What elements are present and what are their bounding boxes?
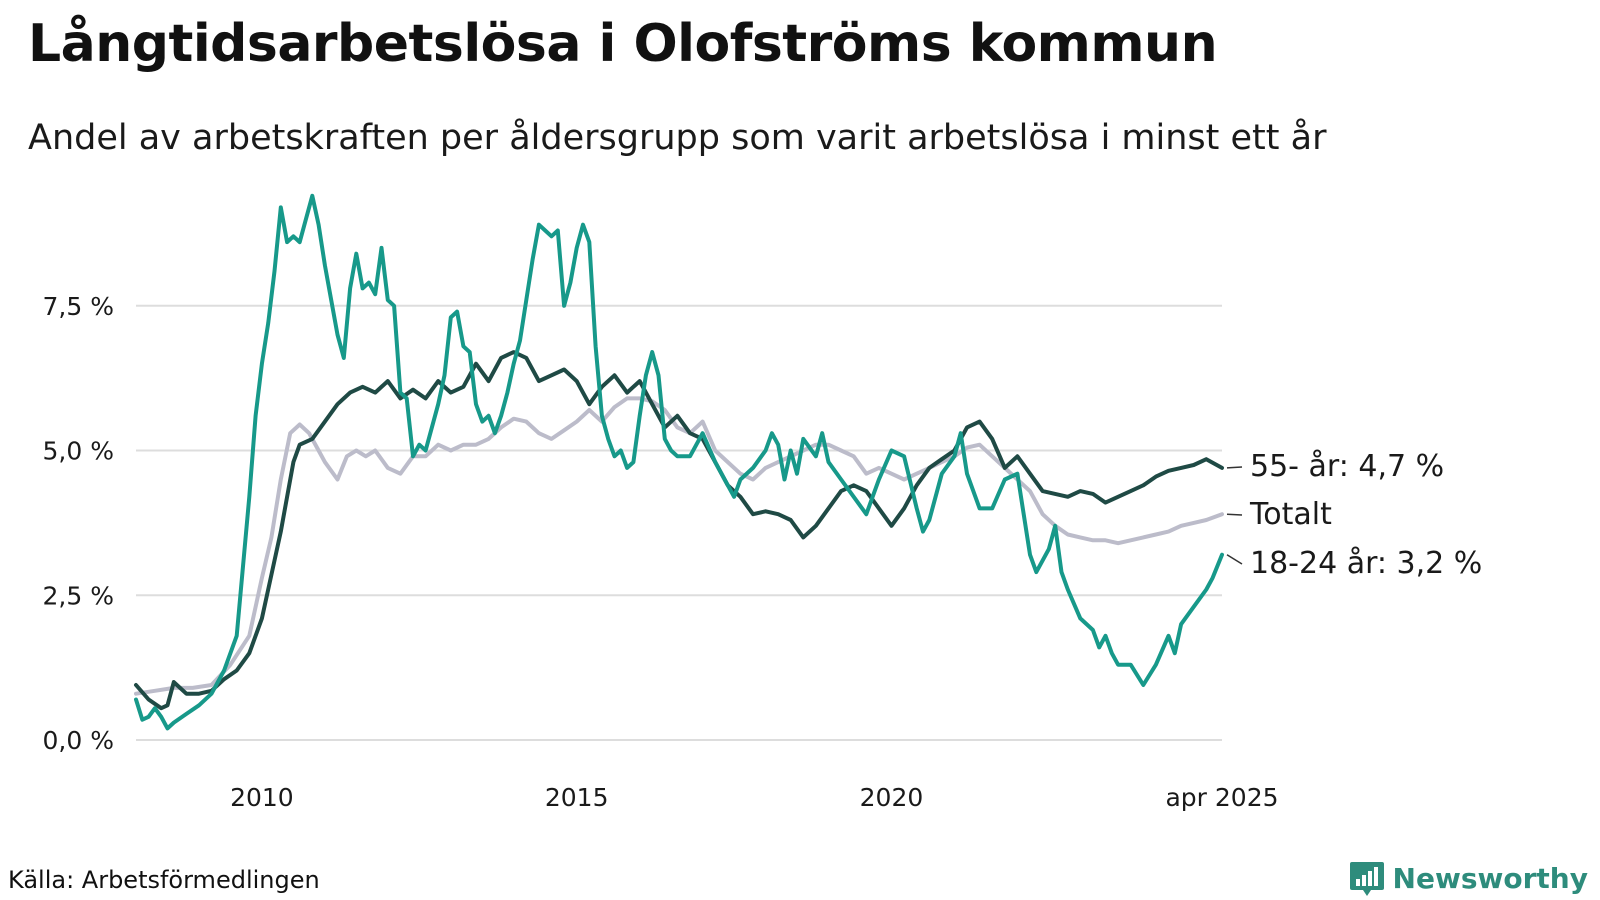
x-axis-ticks: 2010 2015 2020 apr 2025 xyxy=(230,783,1278,812)
x-tick-label: apr 2025 xyxy=(1165,783,1278,812)
y-tick-label: 0,0 % xyxy=(43,726,114,755)
series-label-total: Totalt xyxy=(1249,497,1332,532)
newsworthy-logo-icon xyxy=(1349,862,1384,896)
series-line-total xyxy=(134,396,1224,696)
label-leader-senior xyxy=(1226,466,1243,469)
x-tick-label: 2010 xyxy=(230,783,294,812)
y-tick-label: 2,5 % xyxy=(43,581,114,610)
y-axis-ticks: 0,0 % 2,5 % 5,0 % 7,5 % xyxy=(43,292,114,755)
label-leader-youth xyxy=(1226,554,1243,565)
brand-logo: Newsworthy xyxy=(1347,858,1588,898)
chart-subtitle: Andel av arbetskraften per åldersgrupp s… xyxy=(28,118,1327,158)
series-label-senior: 55- år: 4,7 % xyxy=(1250,449,1444,484)
series-line-senior xyxy=(134,350,1224,711)
x-tick-label: 2015 xyxy=(545,783,609,812)
y-tick-label: 5,0 % xyxy=(43,437,114,466)
series-label-youth: 18-24 år: 3,2 % xyxy=(1250,546,1482,581)
chart-title: Långtidsarbetslösa i Olofströms kommun xyxy=(28,14,1218,74)
source-note: Källa: Arbetsförmedlingen xyxy=(8,866,320,894)
y-tick-label: 7,5 % xyxy=(43,292,114,321)
gridlines xyxy=(136,304,1222,741)
brand-name: Newsworthy xyxy=(1392,861,1588,895)
series-end-labels: Totalt 55- år: 4,7 % 18-24 år: 3,2 % xyxy=(1226,449,1482,581)
x-tick-label: 2020 xyxy=(860,783,924,812)
label-leader-total xyxy=(1226,513,1243,516)
series-lines xyxy=(134,193,1224,731)
series-line-youth xyxy=(134,193,1224,731)
